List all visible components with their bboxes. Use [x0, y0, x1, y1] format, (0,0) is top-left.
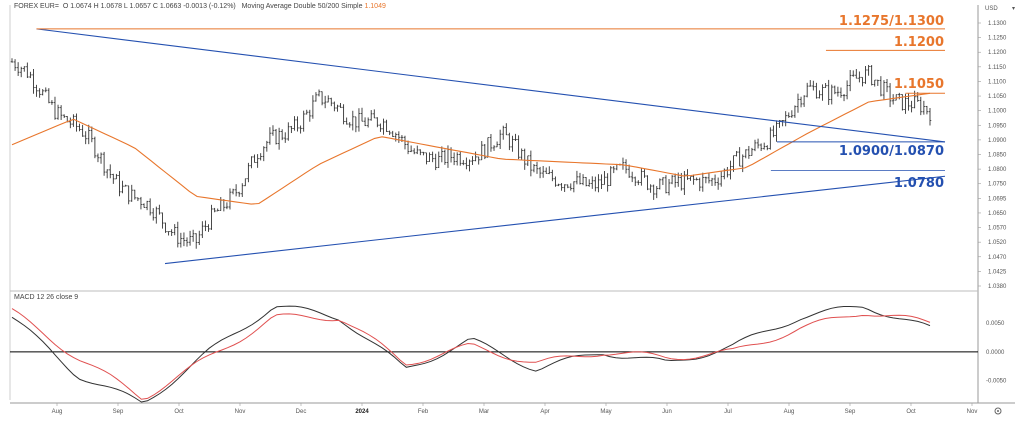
moving-average-line — [11, 92, 931, 205]
price-tick-label: 1.0800 — [988, 167, 1007, 173]
price-tick-label: 1.1200 — [988, 50, 1007, 56]
time-tick-label: Apr — [540, 409, 549, 415]
level-label-1105: 1.1050 — [894, 77, 944, 92]
ma-legend-value: 1.1049 — [364, 3, 386, 10]
settings-gear-icon[interactable] — [994, 407, 1002, 415]
macd-legend: MACD 12 26 close 9 — [14, 294, 78, 301]
time-tick-label: 2024 — [355, 409, 369, 415]
price-tick-label: 1.0750 — [988, 182, 1007, 188]
upper-trendline — [36, 28, 946, 143]
level-label-1127: 1.1275/1.1300 — [839, 14, 944, 29]
price-tick-label: 1.0850 — [988, 153, 1007, 159]
instrument-label: FOREX EUR= — [14, 3, 59, 10]
time-tick-label: Aug — [52, 409, 63, 415]
price-tick-label: 1.0380 — [988, 284, 1007, 290]
time-tick-label: Oct — [174, 409, 184, 415]
price-tick-label: 1.0470 — [988, 255, 1007, 261]
price-tick-label: 1.0900 — [988, 138, 1007, 144]
time-ticks: Aug Sep Oct Nov Dec 2024 Feb Mar Apr May Jun Jul Aug… — [52, 403, 978, 415]
macd-tick-label: 0.0000 — [986, 350, 1005, 356]
price-tick-label: 1.1050 — [988, 94, 1007, 100]
macd-layer — [10, 305, 978, 403]
ma-legend-label: Moving Average Double 50/200 Simple — [241, 3, 363, 10]
time-tick-label: Jun — [662, 409, 672, 415]
time-tick-label: Jul — [724, 409, 732, 415]
time-tick-label: Sep — [113, 409, 124, 415]
price-tick-label: 1.0425 — [988, 269, 1007, 275]
time-tick-label: Sep — [845, 409, 856, 415]
price-tick-label: 1.0950 — [988, 123, 1007, 129]
price-tick-label: 1.0520 — [988, 240, 1007, 246]
trendline-layer — [36, 28, 946, 265]
time-tick-label: Oct — [906, 409, 916, 415]
price-axis-chevron-icon[interactable]: ▾ — [1012, 6, 1015, 12]
time-tick-label: Feb — [418, 409, 429, 415]
price-ticks: 1.1300 1.1250 1.1200 1.1150 1.1100 1.1050 1.10… — [978, 21, 1007, 290]
level-layer — [36, 28, 945, 94]
time-tick-label: Mar — [479, 409, 489, 415]
price-axis-unit: USD — [985, 6, 998, 12]
price-tick-label: 1.1250 — [988, 36, 1007, 42]
chart-header: FOREX EUR= O 1.0674 H 1.0678 L 1.0657 C … — [14, 3, 386, 10]
price-tick-label: 1.1150 — [988, 65, 1007, 71]
lower-trendline — [164, 175, 946, 265]
price-tick-label: 1.0570 — [988, 226, 1007, 232]
time-tick-label: Aug — [784, 409, 795, 415]
macd-tick-label: -0.0050 — [986, 379, 1007, 385]
ohlc-readout: O 1.0674 H 1.0678 L 1.0657 C 1.0663 -0.0… — [62, 3, 236, 10]
time-tick-label: Dec — [296, 409, 307, 415]
macd-line — [11, 305, 931, 403]
moving-average-layer — [11, 92, 931, 205]
price-tick-label: 1.0650 — [988, 211, 1007, 217]
time-tick-label: May — [600, 409, 611, 415]
price-bars — [10, 58, 932, 249]
macd-ticks: 0.0050 0.0000 -0.0050 — [986, 321, 1007, 385]
price-tick-label: 1.1100 — [988, 79, 1007, 85]
price-tick-label: 1.1000 — [988, 109, 1007, 115]
level-label-1120: 1.1200 — [894, 35, 944, 50]
macd-signal-line — [11, 308, 931, 400]
level-label-1078: 1.0780 — [894, 176, 944, 191]
time-tick-label: Nov — [967, 409, 978, 415]
macd-tick-label: 0.0050 — [986, 321, 1005, 327]
level-label-1090: 1.0900/1.0870 — [839, 144, 944, 159]
macd-legend-label: MACD 12 26 close 9 — [14, 294, 79, 301]
price-tick-label: 1.1300 — [988, 21, 1007, 27]
time-tick-label: Nov — [235, 409, 246, 415]
price-tick-label: 1.0695 — [988, 196, 1007, 202]
